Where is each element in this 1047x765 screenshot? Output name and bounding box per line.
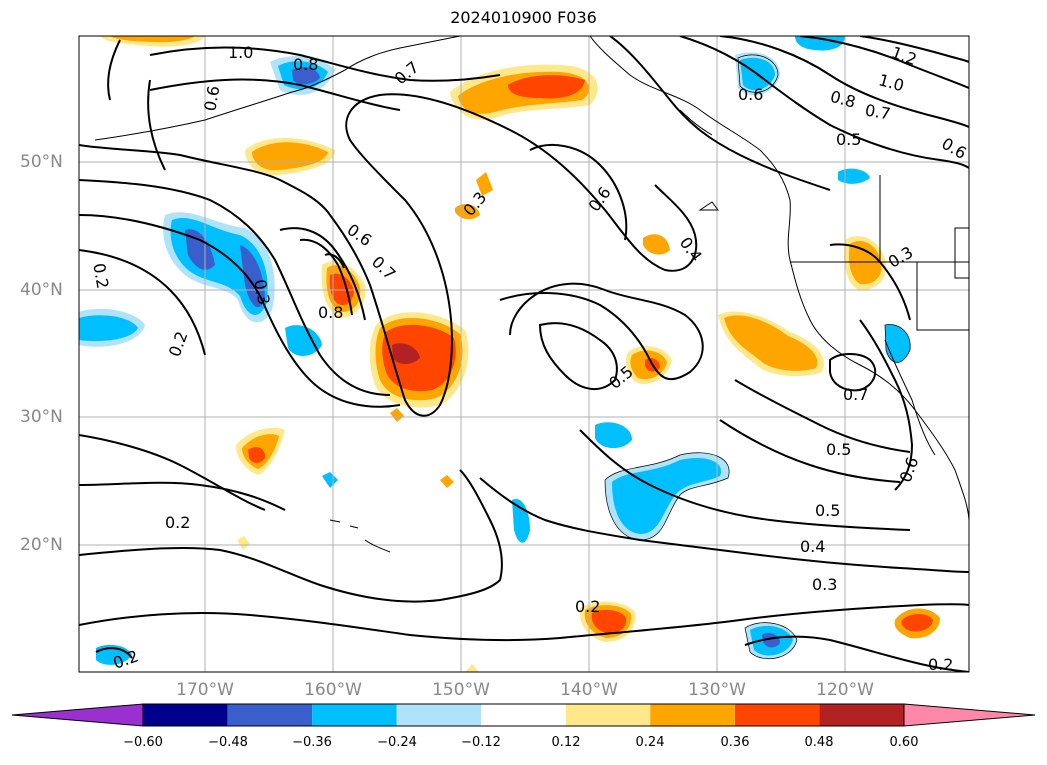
pos-anomaly-blob: [643, 234, 670, 255]
lat-label: 20°N: [20, 535, 63, 555]
colorbar-extend-high: [903, 703, 1036, 727]
contour-label: 0.4: [676, 233, 706, 265]
colorbar-tick-label: −0.24: [377, 735, 417, 750]
colorbar-segments: [11, 703, 1036, 727]
contour-label: 0.7: [391, 57, 423, 88]
colorbar-tick-label: −0.36: [292, 735, 332, 750]
pos-anomaly-blob: [248, 447, 266, 463]
neg-anomaly-blob: [595, 422, 632, 449]
colorbar: [11, 703, 1036, 727]
neg-anomaly-blob: [838, 168, 870, 184]
contour-label: 0.2: [928, 655, 953, 674]
contour-label: 0.7: [864, 100, 892, 123]
colorbar-segment: [565, 704, 651, 726]
colorbar-segment: [481, 704, 566, 726]
pos-anomaly-blob: [252, 142, 328, 171]
lat-label: 50°N: [20, 152, 63, 172]
contour-lines: [79, 36, 969, 672]
colorbar-frame: [142, 703, 905, 727]
contour-label: 0.2: [89, 262, 112, 290]
shaded-anomalies: [79, 36, 940, 672]
contour-label: 1.0: [877, 70, 907, 95]
contour-label: 0.6: [896, 454, 923, 484]
colorbar-extend-low: [11, 703, 144, 727]
pos-anomaly-blob: [440, 475, 454, 488]
pos-anomaly-blob: [901, 614, 933, 632]
colorbar-tick-label: 0.60: [889, 735, 919, 750]
plot-frame: [78, 35, 970, 673]
neg-anomaly-blob: [612, 457, 722, 534]
contour-label: 0.5: [826, 440, 851, 459]
pos-anomaly-blob: [476, 172, 493, 196]
map-title: 2024010900 F036: [450, 8, 597, 27]
contour-label: 0.3: [885, 242, 917, 271]
contour-label: 0.7: [843, 385, 868, 404]
pos-anomaly-blob: [724, 315, 818, 371]
contour-label: 0.4: [800, 537, 825, 556]
colorbar-segment: [312, 704, 397, 726]
lat-label: 40°N: [20, 280, 63, 300]
neg-anomaly-blob: [762, 632, 780, 648]
pos-anomaly-blob: [392, 343, 420, 364]
lon-label: 150°W: [432, 680, 490, 700]
neg-anomaly-blob: [795, 36, 845, 51]
contour-label: 0.8: [293, 55, 318, 74]
contour-label: 0.3: [812, 575, 837, 594]
contour-label: 0.8: [318, 303, 343, 322]
colorbar-tick-label: 0.12: [551, 735, 581, 750]
contour-label: 0.2: [165, 513, 190, 532]
contour-label: 0.6: [738, 85, 763, 104]
contour-label: 0.6: [200, 84, 223, 112]
colorbar-segment: [396, 704, 482, 726]
colorbar-segment: [143, 704, 228, 726]
pos-anomaly-blob: [848, 241, 882, 285]
neg-anomaly-blob: [285, 325, 322, 356]
colorbar-tick-label: −0.60: [123, 735, 163, 750]
pos-anomaly-blob: [508, 75, 585, 99]
lon-label: 160°W: [304, 680, 362, 700]
pos-anomaly-blob: [591, 609, 627, 634]
colorbar-segment: [819, 704, 904, 726]
neg-anomaly-blob: [79, 315, 138, 342]
contour-label: 0.2: [575, 597, 600, 616]
colorbar-tick-label: −0.12: [461, 735, 501, 750]
colorbar-tick-label: −0.48: [208, 735, 248, 750]
colorbar-tick-label: 0.24: [635, 735, 665, 750]
contour-label: 1.0: [228, 43, 253, 62]
neg-anomaly-blob: [322, 472, 338, 488]
contour-label: 0.7: [368, 252, 399, 283]
contour-label: 0.2: [165, 329, 192, 359]
coastlines: [94, 36, 969, 553]
pos-anomaly-blob: [390, 408, 404, 422]
pos-anomaly-blob: [465, 664, 479, 672]
contour-labels: 1.0 0.8 0.7 0.6 0.6 1.2 1.0 0.8 0.7 0.5 …: [89, 43, 970, 674]
colorbar-tick-label: 0.36: [720, 735, 750, 750]
neg-anomaly-blob: [885, 324, 911, 363]
contour-label: 0.8: [828, 87, 858, 112]
colorbar-segment: [227, 704, 313, 726]
lon-label: 120°W: [816, 680, 874, 700]
neg-anomaly-blob: [512, 499, 530, 543]
neg-anomaly-blob: [292, 67, 320, 85]
lon-label: 140°W: [560, 680, 618, 700]
lon-label: 130°W: [688, 680, 746, 700]
pos-anomaly-blob: [110, 36, 195, 43]
contour-label: 0.3: [250, 278, 273, 306]
lat-label: 30°N: [20, 407, 63, 427]
contour-label: 0.5: [815, 501, 840, 520]
lon-label: 170°W: [176, 680, 234, 700]
contour-label: 0.6: [344, 220, 376, 250]
colorbar-segment: [650, 704, 735, 726]
contour-label: 0.6: [938, 134, 970, 163]
pos-anomaly-blob: [237, 536, 250, 550]
colorbar-tick-label: 0.48: [804, 735, 834, 750]
colorbar-segment: [734, 704, 820, 726]
contour-label: 0.5: [836, 130, 861, 149]
